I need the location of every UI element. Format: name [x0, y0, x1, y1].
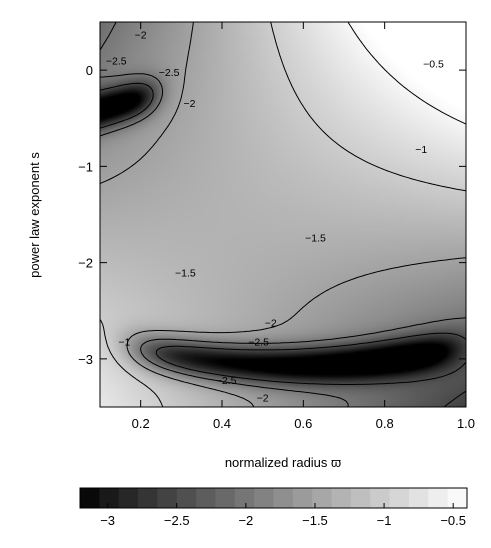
contour-label: −2: [183, 98, 195, 110]
contour-lines: [100, 22, 466, 407]
x-tick-label: 0.8: [376, 416, 394, 431]
colorbar-step: [234, 488, 255, 508]
colorbar-step: [428, 488, 449, 508]
colorbar-tick-label: −0.5: [440, 513, 466, 528]
colorbar-step: [99, 488, 120, 508]
colorbar-step: [176, 488, 197, 508]
y-tick-label: 0: [86, 63, 93, 78]
x-tick-label: 0.2: [132, 416, 150, 431]
x-tick-label: 1.0: [457, 416, 475, 431]
x-axis-label: normalized radius ϖ: [225, 455, 341, 470]
contour-label: −2: [265, 317, 277, 329]
y-axis-label: power law exponent s: [27, 152, 42, 278]
contour-label: −2.5: [216, 375, 237, 387]
colorbar-tick-label: −1: [377, 513, 392, 528]
contour-label: −0.5: [423, 58, 444, 70]
colorbar: [79, 487, 468, 509]
colorbar-frame: [79, 487, 468, 509]
contour-line: [100, 82, 466, 407]
contour-label: −1.5: [175, 267, 196, 279]
colorbar-step: [331, 488, 352, 508]
colorbar-step: [273, 488, 294, 508]
colorbar-step: [312, 488, 333, 508]
colorbar-step: [157, 488, 178, 508]
contour-label: −1.5: [305, 233, 326, 245]
y-tick-label: −3: [78, 352, 93, 367]
contour-label: −1: [415, 144, 427, 156]
colorbar-step: [196, 488, 216, 508]
plot-area: −2 −2.5 −2.5 −2 −0.5 −1 −1.5 −1.5 −1 −2 −2.5 −2.5 −2: [99, 21, 467, 408]
contour-label: −2: [257, 392, 269, 404]
colorbar-step: [138, 488, 158, 508]
contour-line: [100, 22, 466, 407]
y-tick-label: −2: [78, 256, 93, 271]
colorbar-step: [447, 488, 468, 508]
colorbar-step: [292, 488, 313, 508]
colorbar-tick-label: −3: [100, 513, 115, 528]
x-axis: 0.2 0.4 0.6 0.8 1.0: [132, 22, 475, 431]
colorbar-step: [254, 488, 274, 508]
colorbar-step: [118, 488, 139, 508]
x-tick-label: 0.4: [213, 416, 231, 431]
plot-frame: [99, 21, 467, 408]
colorbar-tick-label: −2.5: [164, 513, 190, 528]
contour-label: −2.5: [248, 337, 269, 349]
x-tick-label: 0.6: [294, 416, 312, 431]
y-axis: 0 −1 −2 −3: [78, 63, 466, 367]
contour-label: −2.5: [106, 56, 127, 68]
y-tick-label: −1: [78, 159, 93, 174]
contour-label: −2: [135, 30, 147, 42]
contour-line: [347, 22, 466, 125]
colorbar-tick-label: −2: [238, 513, 253, 528]
colorbar-step: [370, 488, 391, 508]
contour-line: [100, 22, 466, 407]
contour-label: −1: [118, 337, 130, 349]
colorbar-step: [389, 488, 410, 508]
contour-labels: −2 −2.5 −2.5 −2 −0.5 −1 −1.5 −1.5 −1 −2 −2.5 −2.5 −2: [106, 30, 444, 405]
colorbar-axis: −3 −2.5 −2 −1.5 −1 −0.5: [100, 503, 466, 528]
colorbar-step: [350, 488, 371, 508]
colorbar-step: [80, 488, 100, 508]
colorbar-tick-label: −1.5: [302, 513, 328, 528]
contour-label: −2.5: [159, 67, 180, 79]
colorbar-step: [408, 488, 429, 508]
colorbar-step: [215, 488, 236, 508]
